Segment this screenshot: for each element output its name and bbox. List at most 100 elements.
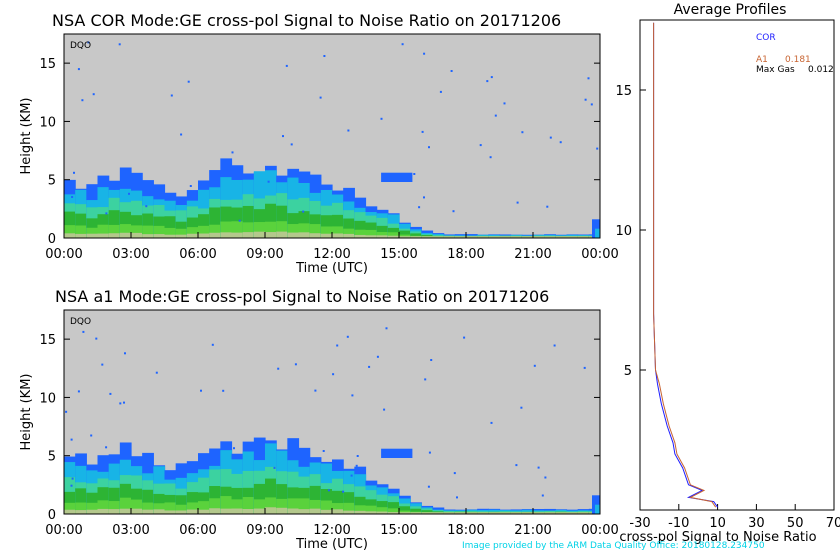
- noise-speckle: [95, 337, 98, 340]
- noise-speckle: [218, 173, 221, 176]
- noise-speckle: [537, 466, 540, 469]
- cloud-cell: [533, 236, 545, 238]
- cloud-cell: [108, 501, 121, 514]
- cloud-cell: [499, 236, 512, 238]
- cloud-cell: [343, 502, 355, 514]
- cloud-cell: [75, 510, 87, 514]
- cloud-cell: [381, 448, 413, 458]
- cloud-cell: [376, 507, 389, 514]
- cloud-cell: [253, 231, 266, 238]
- cloud-cell: [198, 225, 210, 238]
- x-tick-label: 12:00: [313, 247, 350, 262]
- noise-speckle: [211, 343, 214, 346]
- noise-speckle: [155, 371, 158, 374]
- noise-speckle: [109, 392, 112, 395]
- noise-speckle: [463, 336, 466, 339]
- profile-y-tick-label: 10: [615, 224, 632, 239]
- cloud-cell: [175, 234, 188, 238]
- cloud-cell: [142, 234, 154, 238]
- cloud-cell: [253, 499, 266, 514]
- y-tick-label: 0: [48, 508, 56, 523]
- cloud-cell: [287, 498, 300, 514]
- noise-speckle: [273, 466, 276, 469]
- chart-title: NSA COR Mode:GE cross-pol Signal to Nois…: [52, 11, 561, 30]
- noise-speckle: [70, 438, 73, 441]
- heatmap-panel-a1: NSA a1 Mode:GE cross-pol Signal to Noise…: [19, 287, 619, 550]
- noise-speckle: [90, 191, 93, 194]
- cloud-cell: [108, 210, 121, 238]
- noise-speckle: [428, 146, 430, 149]
- cloud-cell: [421, 236, 434, 238]
- cloud-cell: [332, 503, 344, 514]
- noise-speckle: [145, 205, 148, 208]
- noise-speckle: [596, 147, 599, 150]
- cloud-cell: [454, 512, 467, 514]
- cloud-cell: [365, 511, 378, 514]
- noise-speckle: [170, 94, 173, 97]
- x-tick-label: 18:00: [447, 247, 484, 262]
- noise-speckle: [439, 90, 442, 93]
- cloud-cell: [354, 510, 367, 514]
- dqo-tag: DQO: [70, 317, 91, 327]
- cloud-cell: [287, 508, 300, 514]
- cloud-cell: [198, 233, 210, 238]
- cloud-cell: [242, 232, 255, 238]
- noise-speckle: [267, 180, 270, 183]
- noise-speckle: [418, 206, 421, 209]
- cloud-cell: [175, 495, 188, 514]
- cloud-cell: [75, 225, 87, 238]
- cloud-cell: [343, 233, 355, 238]
- noise-speckle: [90, 434, 93, 437]
- legend-label: A1: [756, 55, 768, 65]
- noise-speckle: [82, 330, 85, 333]
- cloud-cell: [86, 227, 99, 238]
- noise-speckle: [401, 43, 404, 46]
- cloud-cell: [97, 233, 110, 238]
- noise-speckle: [456, 496, 458, 499]
- cloud-cell: [153, 509, 166, 514]
- noise-speckle: [285, 64, 288, 67]
- profile-x-tick-label: 70: [826, 516, 840, 531]
- cloud-cell: [97, 224, 110, 238]
- cloud-cell: [320, 509, 333, 514]
- dqo-tag: DQO: [70, 41, 91, 51]
- noise-speckle: [553, 344, 556, 347]
- cloud-cell: [220, 232, 233, 238]
- profile-line-a1: [653, 22, 717, 508]
- cloud-cell: [131, 225, 143, 238]
- cloud-cell: [198, 509, 210, 514]
- noise-speckle: [105, 212, 108, 215]
- cloud-cell: [276, 507, 288, 514]
- cloud-cell: [376, 511, 389, 514]
- cloud-cell: [555, 512, 568, 514]
- noise-speckle: [200, 389, 202, 392]
- cloud-cell: [320, 500, 333, 514]
- cloud-cell: [381, 172, 413, 182]
- cloud-cell: [343, 510, 355, 514]
- cloud-cell: [209, 508, 221, 514]
- cloud-cell: [142, 502, 154, 514]
- cloud-cell: [131, 232, 143, 238]
- noise-speckle: [584, 98, 587, 101]
- cloud-cell: [64, 233, 76, 238]
- cloud-cell: [443, 236, 456, 238]
- noise-speckle: [486, 80, 489, 83]
- cloud-cell: [242, 497, 255, 514]
- cloud-cell: [97, 500, 110, 514]
- cloud-cell: [119, 497, 132, 514]
- noise-speckle: [124, 352, 126, 355]
- x-tick-label: 18:00: [447, 523, 484, 538]
- noise-speckle: [347, 129, 350, 132]
- x-tick-label: 09:00: [246, 247, 283, 262]
- y-axis-label: Height (KM): [19, 98, 34, 175]
- cloud-cell: [454, 236, 467, 238]
- noise-speckle: [73, 171, 75, 174]
- cloud-cell: [265, 203, 277, 238]
- noise-speckle: [123, 401, 125, 404]
- noise-speckle: [479, 144, 482, 147]
- noise-speckle: [238, 219, 241, 222]
- noise-speckle: [119, 402, 122, 405]
- cloud-cell: [287, 232, 300, 238]
- cloud-cell: [332, 233, 344, 238]
- noise-speckle: [559, 141, 562, 144]
